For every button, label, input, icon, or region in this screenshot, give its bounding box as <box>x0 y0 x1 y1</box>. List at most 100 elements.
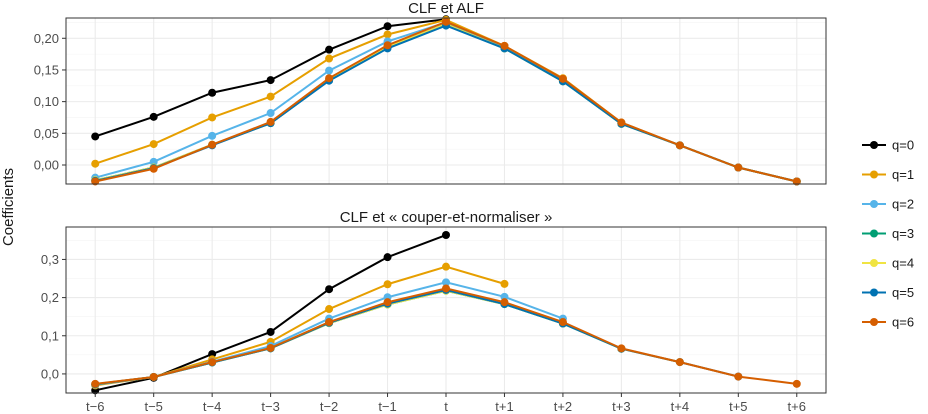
legend-key-point <box>870 170 878 179</box>
legend-label: q=2 <box>892 197 914 212</box>
data-point <box>558 318 567 327</box>
legend-item-q3: q=3 <box>862 226 914 241</box>
data-point <box>266 109 275 118</box>
data-point <box>325 66 334 75</box>
panel-clf-alf: 0,00 0,05 0,10 0,15 0,20 CLF et ALF <box>34 0 827 186</box>
data-point <box>675 358 684 367</box>
data-point <box>149 372 158 381</box>
legend-label: q=1 <box>892 167 914 182</box>
legend-item-q0: q=0 <box>862 138 914 153</box>
data-point <box>325 305 334 314</box>
data-point <box>325 74 334 83</box>
x-tick-label: t−5 <box>144 399 162 414</box>
data-point <box>442 284 450 293</box>
data-point <box>617 118 626 127</box>
data-point <box>149 112 158 121</box>
data-point <box>91 177 100 186</box>
data-point <box>383 253 392 262</box>
legend-key-point <box>870 141 878 149</box>
x-tick-label: t−2 <box>320 399 338 414</box>
legend: q=0 q=1 q=2 q=3 q=4 q=5 q=6 <box>862 138 914 330</box>
panel-title: CLF et ALF <box>408 0 484 17</box>
data-point <box>500 41 509 50</box>
legend-key-point <box>870 229 878 238</box>
data-point <box>208 358 217 367</box>
legend-key-point <box>870 200 878 208</box>
data-point <box>266 92 275 101</box>
data-point <box>617 344 626 353</box>
y-tick-label: 0,15 <box>34 62 59 77</box>
data-point <box>383 298 392 307</box>
series-q6 <box>91 17 801 186</box>
panel-clf-couper-normaliser: 0,0 0,1 0,2 0,3 CLF et « couper-et-normalise… <box>41 209 827 414</box>
data-point <box>149 140 158 149</box>
legend-item-q6: q=6 <box>862 315 914 330</box>
x-tick-label: t+4 <box>671 399 689 414</box>
series-q0 <box>91 15 450 141</box>
y-tick-label: 0,3 <box>41 252 59 267</box>
y-tick-label: 0,0 <box>41 366 59 381</box>
data-point <box>383 22 392 31</box>
data-point <box>91 132 100 141</box>
y-tick-label: 0,10 <box>34 94 59 109</box>
data-point <box>208 140 217 149</box>
y-tick-label: 0,2 <box>41 290 59 305</box>
data-point <box>442 17 450 26</box>
data-point <box>734 372 743 381</box>
data-point <box>149 164 158 173</box>
data-point <box>91 379 100 388</box>
y-tick-label: 0,05 <box>34 126 59 141</box>
x-tick-label: t−1 <box>378 399 396 414</box>
x-tick-label: t+5 <box>729 399 747 414</box>
data-point <box>325 285 334 294</box>
x-tick-label: t−6 <box>86 399 104 414</box>
data-point <box>792 177 801 186</box>
data-point <box>208 131 217 140</box>
x-tick-label: t+2 <box>554 399 572 414</box>
legend-label: q=0 <box>892 138 914 153</box>
data-point <box>149 157 158 166</box>
legend-label: q=3 <box>892 226 914 241</box>
legend-label: q=4 <box>892 256 914 271</box>
x-tick-label: t+6 <box>788 399 806 414</box>
data-point <box>500 298 509 307</box>
data-point <box>383 280 392 289</box>
legend-item-q4: q=4 <box>862 256 914 271</box>
panel-title: CLF et « couper-et-normaliser » <box>340 209 553 226</box>
legend-item-q5: q=5 <box>862 285 914 300</box>
legend-label: q=6 <box>892 315 914 330</box>
panel-frame <box>65 17 827 185</box>
x-tick-label: t <box>444 399 448 414</box>
data-point <box>442 262 450 271</box>
y-tick-label: 0,20 <box>34 31 59 46</box>
legend-item-q2: q=2 <box>862 197 914 212</box>
data-point <box>325 45 334 54</box>
legend-key-point <box>870 318 878 326</box>
legend-label: q=5 <box>892 285 914 300</box>
x-tick-label: t+3 <box>612 399 630 414</box>
data-point <box>266 327 275 336</box>
x-tick-label: t−3 <box>261 399 279 414</box>
data-point <box>383 41 392 50</box>
data-point <box>558 74 567 83</box>
data-point <box>442 231 450 240</box>
data-point <box>266 117 275 126</box>
data-point <box>734 163 743 172</box>
data-point <box>383 30 392 39</box>
data-point <box>208 88 217 97</box>
data-point <box>91 159 100 168</box>
x-tick-label: t−4 <box>203 399 221 414</box>
y-tick-label: 0,00 <box>34 157 59 172</box>
legend-item-q1: q=1 <box>862 167 914 182</box>
x-tick-label: t+1 <box>495 399 513 414</box>
series-q6 <box>91 284 801 388</box>
data-point <box>442 278 450 287</box>
data-point <box>325 54 334 63</box>
data-point <box>266 343 275 352</box>
data-point <box>675 141 684 150</box>
data-point <box>266 76 275 85</box>
legend-key-point <box>870 259 878 267</box>
y-axis-title: Coefficients <box>0 168 17 246</box>
y-tick-label: 0,1 <box>41 328 59 343</box>
